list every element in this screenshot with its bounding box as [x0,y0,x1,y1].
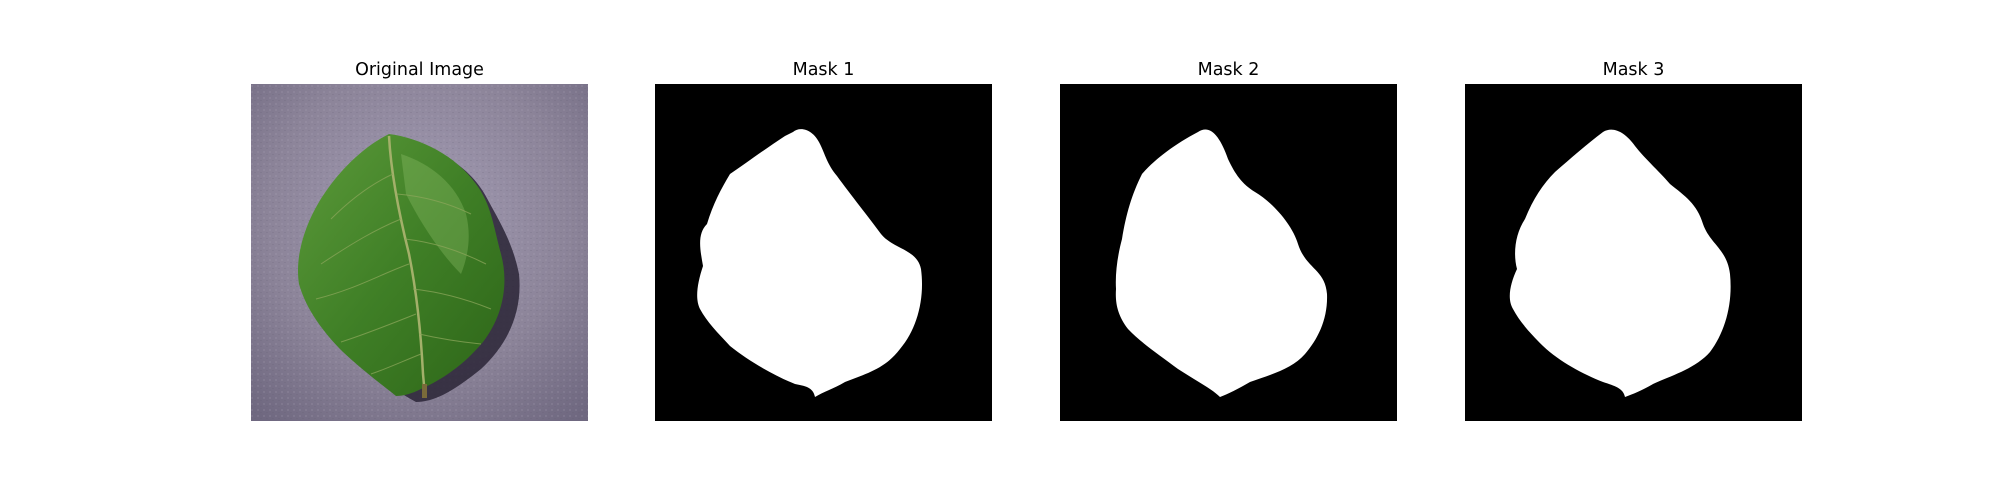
mask-3-image [1465,84,1802,421]
panel-title: Mask 2 [1197,60,1260,80]
mask-3 [1465,84,1802,421]
mask-region [1509,129,1731,397]
leaf-stem [422,384,427,398]
mask-3-panel: Mask 3 [1465,0,1802,500]
mask-2-image [1060,84,1397,421]
mask-region [1115,129,1328,397]
mask-1 [655,84,992,421]
original-image [251,84,588,421]
leaf-veins [315,173,492,375]
panel-title: Original Image [355,60,484,80]
mask-region [697,129,923,397]
leaf-photo [251,84,588,421]
original-image-panel: Original Image [251,0,588,500]
leaf-blade [297,134,505,396]
panel-title: Mask 3 [1602,60,1665,80]
leaf-highlight [401,154,469,274]
mask-2-panel: Mask 2 [1060,0,1397,500]
mask-2 [1060,84,1397,421]
mask-1-panel: Mask 1 [655,0,992,500]
panel-title: Mask 1 [792,60,855,80]
mask-1-image [655,84,992,421]
